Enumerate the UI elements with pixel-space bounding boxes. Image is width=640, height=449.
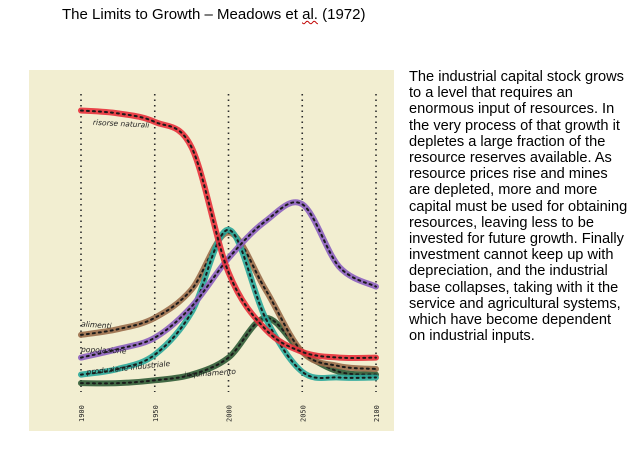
series-dots (80, 228, 377, 380)
series-dots (80, 316, 377, 385)
x-tick-label: 1900 (78, 405, 86, 422)
slide-title: The Limits to Growth – Meadows et al. (1… (62, 6, 365, 23)
caption-text: The industrial capital stock grows to a … (409, 69, 628, 345)
limits-to-growth-chart: 1900 1950 2000 2050 2100 risorse naturali alim… (29, 70, 394, 431)
x-tick-label: 2000 (226, 405, 234, 422)
chart-svg: 1900 1950 2000 2050 2100 risorse naturali alim… (78, 94, 381, 422)
x-tick-label: 1950 (152, 405, 160, 422)
series-label: popolazione (80, 345, 127, 356)
series-label: inquinamento (184, 367, 237, 380)
series-label: alimenti (81, 319, 113, 330)
title-text: The Limits to Growth – Meadows et (62, 6, 303, 23)
series-dots (80, 109, 377, 360)
series-label: produzione industriale (85, 359, 171, 377)
series-label: risorse naturali (93, 118, 151, 130)
series-dots (80, 201, 377, 359)
title-underlined: al. (302, 6, 318, 23)
x-tick-label: 2100 (373, 405, 381, 422)
x-tick-label: 2050 (299, 405, 307, 422)
title-text-end: (1972) (317, 6, 366, 23)
